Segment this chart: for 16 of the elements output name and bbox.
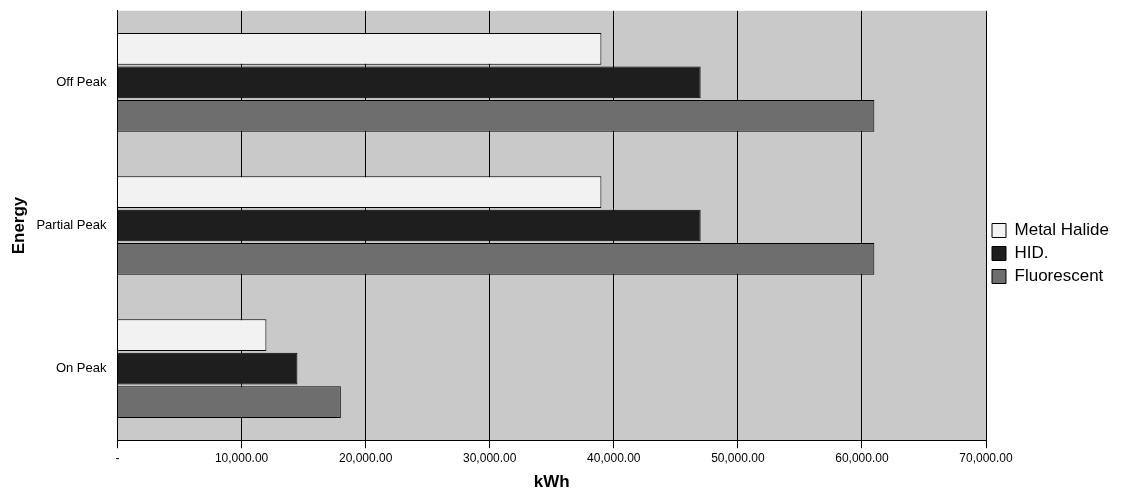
- x-tick-label: 50,000.00: [711, 450, 765, 465]
- x-tick-label: 30,000.00: [463, 450, 517, 465]
- x-tick-label: -: [115, 450, 120, 465]
- y-axis-title: Energy: [8, 196, 28, 255]
- legend-label: Metal Halide: [1014, 220, 1110, 240]
- x-tick-label: 40,000.00: [587, 450, 641, 465]
- y-tick-label: Partial Peak: [36, 217, 107, 233]
- x-tick-label: 70,000.00: [959, 450, 1014, 465]
- legend-label: HID.: [1014, 243, 1049, 263]
- y-tick-label: On Peak: [55, 360, 107, 376]
- legend-label: Fluorescent: [1014, 266, 1104, 286]
- x-tick-label: 10,000.00: [214, 450, 269, 465]
- x-tick-label: 20,000.00: [338, 450, 393, 465]
- y-tick-label: Off Peak: [56, 73, 107, 89]
- x-tick-label: 60,000.00: [835, 450, 889, 465]
- x-axis-title: kWh: [533, 472, 570, 492]
